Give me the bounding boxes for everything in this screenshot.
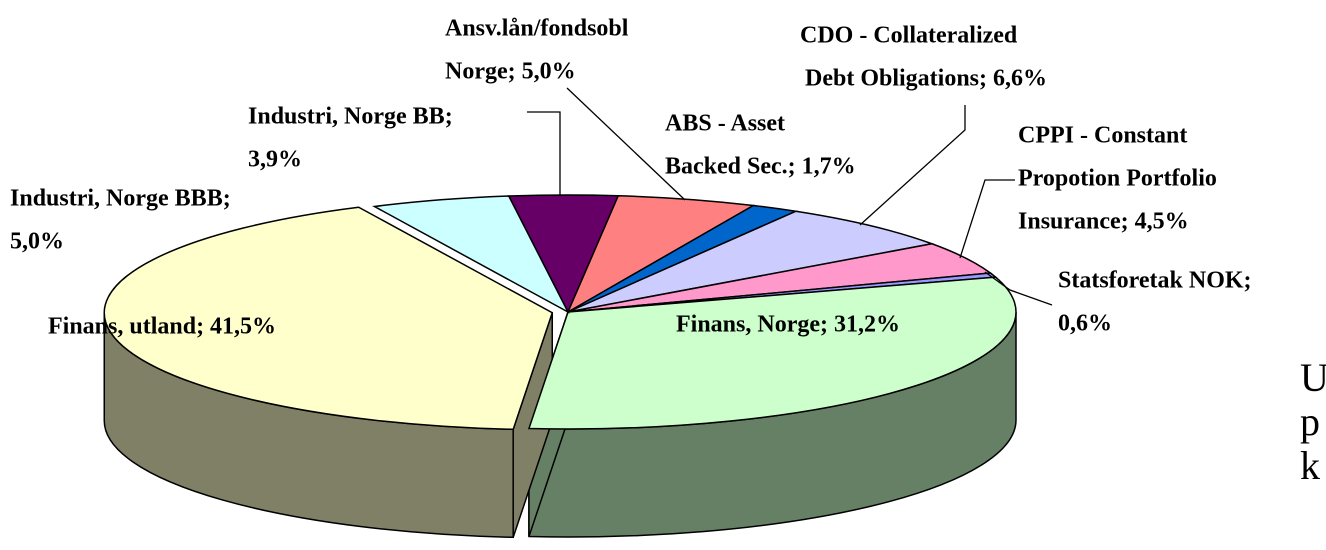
labels: Industri, Norge BB; 3,9% Ansv.lån/fondsobl…	[10, 16, 1252, 340]
data-label: Finans, Norge; 31,2%	[676, 312, 900, 338]
data-label: Norge; 5,0%	[445, 59, 576, 85]
data-label: Industri, Norge BB;	[248, 104, 453, 130]
data-label: Propotion Portfolio	[1018, 166, 1217, 192]
slide-text: p	[1300, 399, 1320, 444]
leader-line	[859, 105, 966, 226]
data-label: Industri, Norge BBB;	[10, 186, 231, 212]
slice	[527, 276, 1017, 430]
slide-text: U	[1300, 355, 1326, 400]
leader-line	[959, 179, 1015, 259]
data-label: Finans, utland; 41,5%	[48, 314, 276, 340]
slide-text: k	[1300, 443, 1320, 488]
data-label: Ansv.lån/fondsobl	[445, 16, 629, 42]
data-label: Statsforetak NOK;	[1058, 268, 1252, 294]
leader-line	[566, 87, 686, 201]
data-label: CDO - Collateralized	[800, 23, 1018, 49]
leader-line	[527, 111, 561, 195]
data-label: CPPI - Constant	[1018, 123, 1187, 149]
data-label: 5,0%	[10, 229, 64, 255]
data-label: Backed Sec.; 1,7%	[665, 154, 856, 180]
slice	[103, 206, 554, 431]
data-label: Debt Obligations; 6,6%	[805, 66, 1047, 92]
pie	[103, 194, 1017, 539]
slide-text: Upk	[1300, 355, 1326, 488]
data-label: Insurance; 4,5%	[1018, 209, 1189, 235]
slice	[372, 195, 570, 314]
data-label: 0,6%	[1058, 311, 1112, 337]
slice	[567, 210, 935, 313]
data-label: ABS - Asset	[665, 111, 785, 137]
leader-line	[984, 271, 1053, 306]
data-label: 3,9%	[248, 147, 302, 173]
